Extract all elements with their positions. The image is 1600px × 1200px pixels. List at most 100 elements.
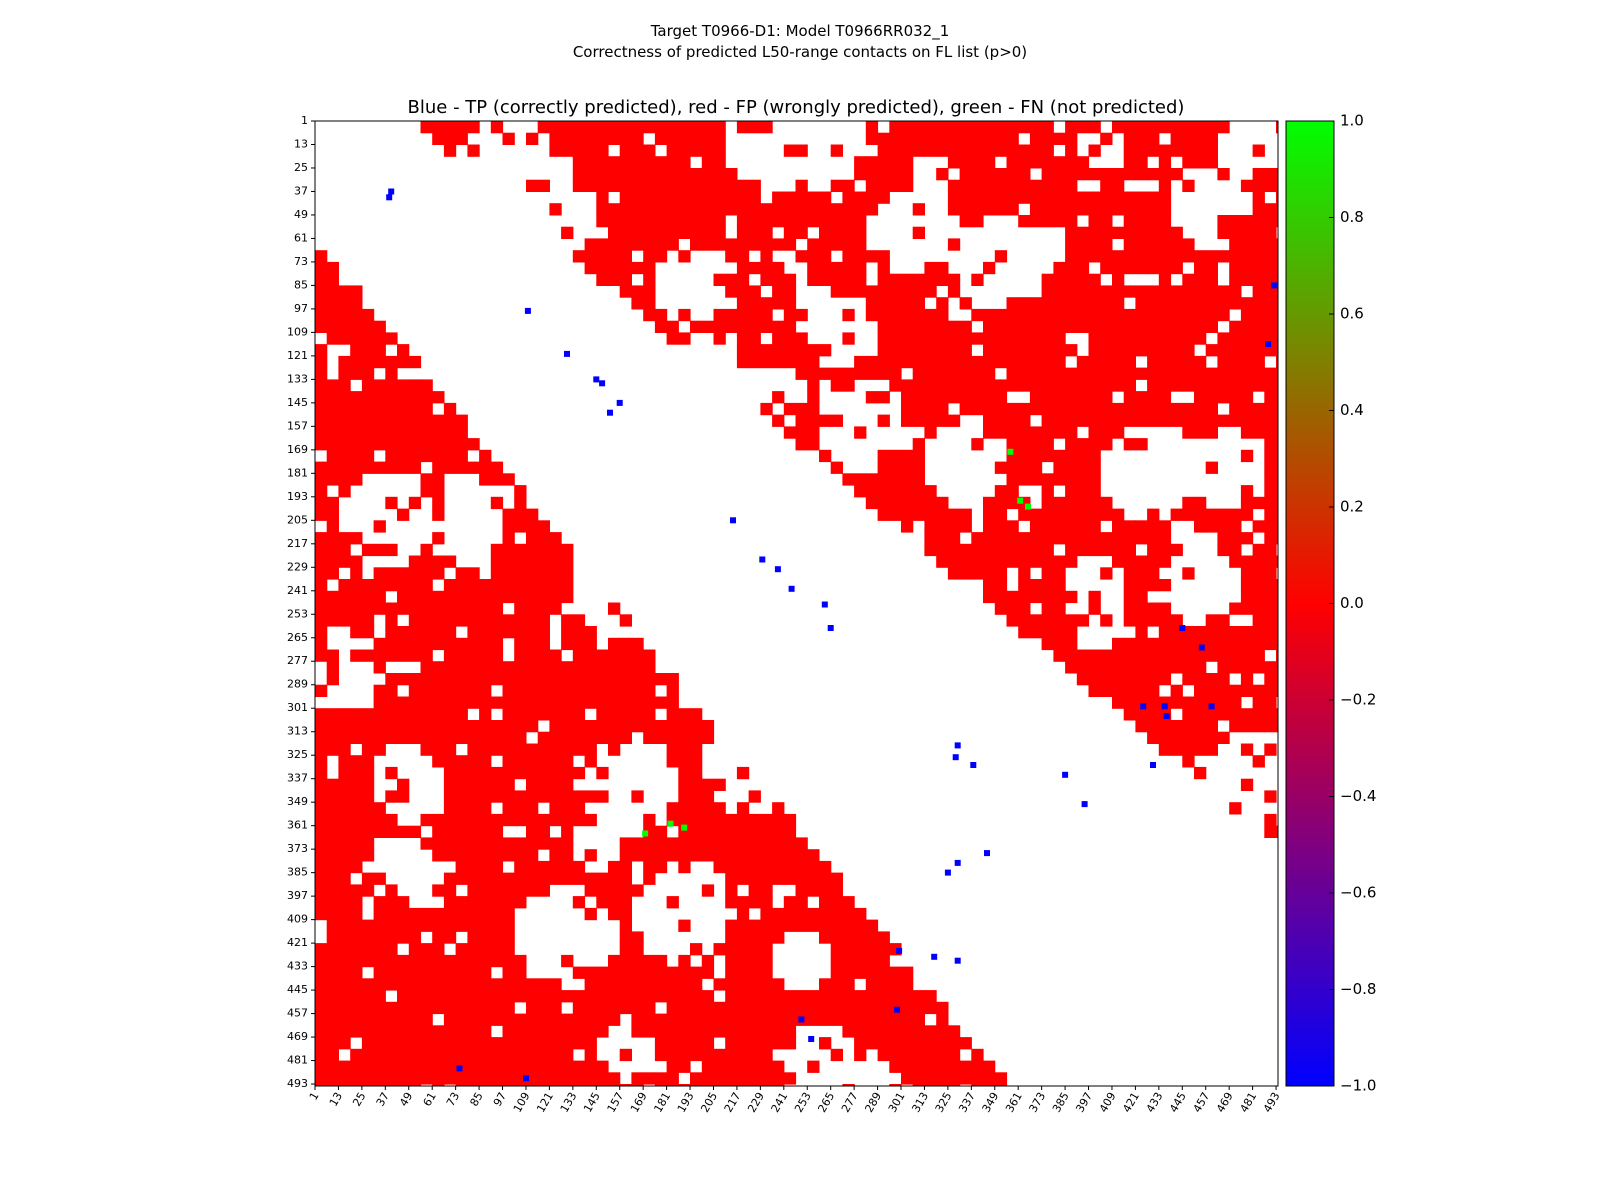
fp-cell (1158, 673, 1172, 686)
fp-cell (432, 966, 445, 979)
fp-cell (748, 884, 761, 897)
fp-cell (701, 1037, 715, 1050)
fp-cell (1006, 367, 1019, 380)
fp-cell (912, 144, 925, 157)
fp-cell (315, 602, 328, 615)
fp-cell (1217, 414, 1230, 427)
fp-cell (830, 379, 843, 392)
fp-cell (912, 438, 925, 451)
fp-cell (924, 990, 937, 1003)
tp-contact (827, 625, 834, 631)
fp-cell (1264, 708, 1277, 721)
fp-cell (1276, 332, 1278, 345)
fp-cell (772, 1001, 785, 1015)
fp-cell (584, 673, 597, 686)
fp-cell (467, 684, 480, 697)
fp-cell (619, 907, 632, 921)
fp-cell (971, 168, 984, 181)
fp-cell (443, 461, 457, 474)
fp-cell (1229, 391, 1242, 404)
fp-cell (420, 449, 433, 463)
fp-cell (666, 156, 679, 169)
fp-cell (1182, 731, 1195, 744)
fp-cell (608, 179, 621, 192)
fp-cell (1018, 320, 1031, 333)
fp-cell (490, 943, 504, 956)
fp-cell (1076, 661, 1090, 674)
fp-cell (701, 1060, 715, 1073)
fp-cell (561, 1013, 574, 1026)
fp-cell (338, 320, 351, 333)
fp-cell (1112, 168, 1125, 181)
fp-cell (807, 872, 820, 885)
fp-cell (1194, 297, 1207, 310)
fp-cell (514, 1084, 527, 1086)
contact-marks (386, 188, 1278, 1082)
fp-cell (1135, 332, 1148, 345)
fp-cell (736, 990, 750, 1003)
fp-cell (983, 191, 996, 204)
fp-cell (1194, 496, 1207, 510)
y-tick-label: 301 (287, 701, 308, 714)
fp-cell (326, 261, 339, 275)
fp-cell (959, 168, 972, 181)
fp-cell (889, 508, 902, 521)
fp-cell (690, 121, 703, 134)
fp-cell (1205, 285, 1218, 298)
fp-cell (514, 590, 527, 604)
fp-cell (1112, 426, 1125, 439)
fp-cell (584, 849, 597, 862)
fp-cell (350, 931, 363, 944)
fp-cell (315, 1013, 328, 1026)
fp-cell (1182, 673, 1195, 686)
fp-cell (326, 778, 339, 791)
fp-cell (631, 226, 644, 239)
fp-cell (467, 954, 480, 968)
tp-contact (954, 859, 961, 866)
fp-cell (1029, 121, 1043, 134)
fp-cell (596, 191, 609, 204)
fp-cell (1029, 191, 1043, 204)
fp-cell (350, 978, 363, 991)
fp-cell (1182, 367, 1195, 380)
fp-cell (373, 520, 386, 533)
fp-cell (654, 990, 668, 1003)
fp-cell (901, 485, 914, 498)
fp-cell (1264, 438, 1277, 451)
fp-cell (490, 954, 504, 968)
fp-cell (385, 966, 398, 979)
fp-cell (572, 708, 586, 721)
fp-cell (854, 261, 867, 275)
fp-cell (1018, 508, 1031, 521)
fp-cell (1076, 203, 1090, 216)
fp-cell (1112, 402, 1125, 416)
fp-cell (420, 1048, 433, 1062)
fp-cell (584, 1060, 597, 1073)
fp-cell (1170, 261, 1183, 275)
fp-cell (1018, 438, 1031, 451)
fp-cell (373, 402, 386, 416)
fp-cell (901, 179, 914, 192)
fp-cell (608, 156, 621, 169)
fp-cell (1217, 614, 1230, 627)
fp-cell (936, 532, 949, 545)
fp-cell (819, 872, 832, 885)
fp-cell (1252, 567, 1265, 580)
fp-cell (1100, 532, 1113, 545)
fp-cell (1252, 297, 1265, 310)
fp-cell (455, 872, 468, 885)
fp-cell (1205, 684, 1218, 697)
fp-cell (408, 1025, 422, 1038)
fp-cell (1123, 367, 1136, 380)
fp-cell (490, 637, 504, 651)
fp-cell (1264, 203, 1277, 216)
fp-cell (479, 614, 492, 627)
fp-cell (326, 1084, 339, 1086)
fp-cell (971, 367, 984, 380)
fp-cell (467, 673, 480, 686)
fp-cell (1276, 520, 1278, 533)
fp-cell (830, 931, 843, 944)
fp-cell (924, 402, 937, 416)
fp-cell (326, 907, 339, 921)
fp-cell (1100, 673, 1113, 686)
